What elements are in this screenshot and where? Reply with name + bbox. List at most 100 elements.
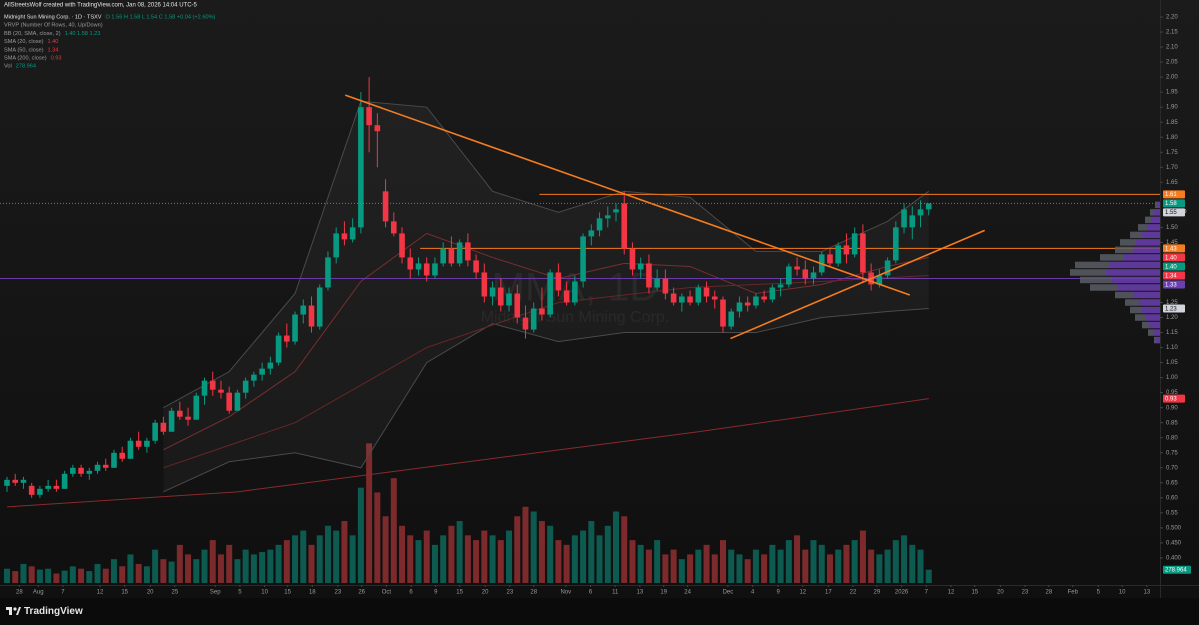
legend-value: 278.964 — [16, 64, 36, 70]
x-tick-label: Sep — [210, 590, 221, 596]
volume-bar — [143, 566, 150, 583]
volume-bar — [818, 544, 825, 583]
profile-up — [1133, 246, 1160, 254]
x-tick-label: 22 — [850, 590, 857, 596]
volume-bar — [876, 554, 883, 583]
volume-bar — [374, 492, 381, 583]
profile-down — [1130, 231, 1142, 239]
candle-body — [646, 263, 652, 288]
volume-bar — [703, 544, 710, 583]
price-label: 0.93 — [1165, 397, 1177, 403]
volume-bar — [761, 554, 768, 583]
y-tick-label: 0.450 — [1166, 541, 1182, 547]
candle-body — [555, 272, 562, 291]
candle-body — [901, 209, 907, 228]
candle-body — [744, 302, 751, 306]
volume-bar — [45, 568, 52, 583]
y-tick-label: 0.90 — [1166, 405, 1178, 411]
volume-bar — [250, 554, 257, 583]
volume-bar — [448, 525, 455, 583]
x-tick-label: 7 — [61, 590, 65, 596]
y-tick-label: 0.70 — [1166, 465, 1178, 471]
y-tick-label: 1.10 — [1166, 345, 1178, 351]
price-label-box — [1163, 199, 1185, 208]
legend-name: VRVP (Number Of Rows, 40, Up/Down) — [4, 23, 103, 29]
candle-body — [563, 290, 570, 303]
candle-body — [440, 248, 446, 264]
x-tick-label: 13 — [637, 590, 644, 596]
x-tick-label: 17 — [825, 590, 832, 596]
candle-body — [45, 485, 51, 489]
candle-body — [415, 263, 422, 270]
y-tick-label: 1.00 — [1166, 375, 1178, 381]
x-tick-label: 15 — [971, 590, 978, 596]
y-tick-label: 0.75 — [1166, 450, 1178, 456]
volume-bar — [835, 549, 842, 583]
profile-down — [1138, 224, 1147, 231]
candle-body — [399, 233, 405, 258]
volume-bar — [119, 566, 126, 583]
volume-bar — [604, 525, 611, 583]
profile-up — [1139, 299, 1160, 306]
volume-bar — [242, 549, 249, 583]
volume-bar — [456, 521, 463, 583]
volume-bar — [431, 544, 438, 583]
x-tick-label: 4 — [751, 590, 755, 596]
volume-bar — [259, 552, 266, 583]
candle-body — [37, 488, 43, 495]
y-tick-label: 1.20 — [1166, 315, 1178, 321]
profile-up — [1133, 291, 1160, 299]
y-tick-label: 2.00 — [1166, 75, 1178, 81]
volume-bar — [851, 540, 858, 583]
x-tick-label: 20 — [997, 590, 1004, 596]
y-tick-label: 2.10 — [1166, 45, 1178, 51]
x-tick-label: Oct — [382, 590, 392, 596]
candle-body — [4, 479, 10, 486]
candle-body — [382, 191, 389, 222]
candle-body — [662, 278, 669, 294]
volume-label: 278.964 — [1165, 568, 1187, 574]
candle-body — [687, 296, 693, 303]
volume-bar — [366, 443, 373, 583]
candle-body — [407, 257, 414, 270]
profile-up — [1142, 231, 1160, 239]
candle-body — [769, 287, 776, 300]
candle-body — [506, 293, 512, 306]
legend-name: BB (20, SMA, close, 2) — [4, 31, 61, 37]
candle-body — [275, 335, 282, 363]
logo — [6, 607, 21, 615]
candle-body — [111, 452, 117, 468]
x-tick-label: Feb — [1068, 590, 1079, 596]
x-tick-label: 20 — [147, 590, 154, 596]
volume-bar — [621, 516, 628, 583]
price-label-box — [1163, 280, 1185, 289]
profile-down — [1100, 254, 1124, 261]
volume-bar — [464, 535, 471, 583]
x-tick-label: 12 — [799, 590, 806, 596]
profile-up — [1109, 261, 1160, 269]
price-label: 1.40 — [1165, 255, 1177, 261]
candle-body — [637, 263, 644, 270]
volume-bar — [522, 506, 529, 583]
candle-body — [884, 260, 891, 276]
volume-bar — [440, 535, 447, 583]
volume-bar — [629, 540, 636, 583]
candle-body — [53, 485, 60, 489]
volume-bar — [390, 478, 397, 583]
price-label: 1.33 — [1165, 282, 1177, 288]
price-label-box — [1163, 190, 1185, 199]
profile-down — [1070, 269, 1106, 276]
volume-bar — [308, 544, 315, 583]
volume-bar — [61, 570, 68, 583]
volume-bar — [571, 535, 578, 583]
candle-body — [86, 470, 93, 474]
profile-down — [1150, 209, 1154, 216]
candle-body — [851, 233, 858, 255]
y-tick-label: 1.45 — [1166, 240, 1178, 246]
profile-down — [1120, 239, 1136, 246]
y-tick-label: 0.60 — [1166, 495, 1178, 501]
price-label-box — [1163, 304, 1185, 313]
y-tick-label: 0.65 — [1166, 480, 1178, 486]
